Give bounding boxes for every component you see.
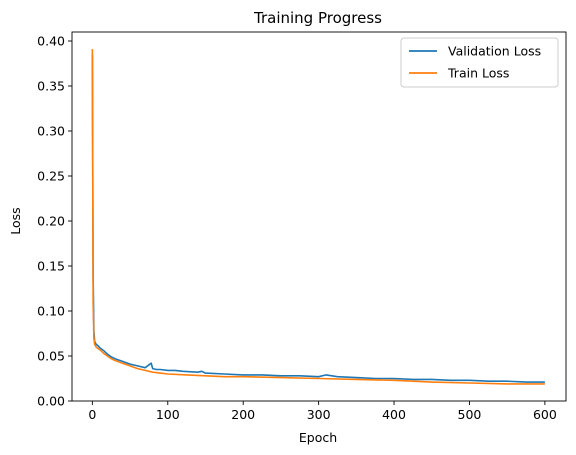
- y-tick-label: 0.35: [37, 79, 65, 94]
- legend: Validation Loss Train Loss: [400, 37, 559, 88]
- y-tick-label: 0.15: [37, 259, 65, 274]
- x-tick-label: 200: [231, 407, 255, 422]
- x-tick-label: 500: [458, 407, 482, 422]
- x-tick-label: 400: [382, 407, 406, 422]
- y-tick-label: 0.05: [37, 349, 65, 364]
- y-axis-ticks: 0.00 0.05 0.10 0.15 0.20 0.25 0.30 0.35 0.40: [37, 34, 72, 409]
- x-tick-label: 300: [307, 407, 331, 422]
- y-axis-label: Loss: [8, 207, 23, 234]
- y-tick-label: 0.25: [37, 169, 65, 184]
- chart-title: Training Progress: [253, 9, 382, 27]
- x-tick-label: 0: [88, 407, 96, 422]
- x-axis-label: Epoch: [299, 430, 337, 445]
- legend-box: [400, 37, 559, 88]
- series-line-validation-loss: [91, 54, 545, 383]
- y-tick-label: 0.40: [37, 34, 65, 49]
- x-tick-label: 600: [533, 407, 557, 422]
- x-tick-label: 100: [156, 407, 180, 422]
- legend-label: Train Loss: [447, 66, 509, 81]
- x-axis-ticks: 0 100 200 300 400 500 600: [88, 401, 557, 422]
- series-layer: [91, 49, 545, 385]
- legend-label: Validation Loss: [448, 44, 541, 59]
- series-line-train-loss: [91, 49, 545, 385]
- y-tick-label: 0.10: [37, 304, 65, 319]
- y-tick-label: 0.00: [37, 394, 65, 409]
- y-tick-label: 0.30: [37, 124, 65, 139]
- y-tick-label: 0.20: [37, 214, 65, 229]
